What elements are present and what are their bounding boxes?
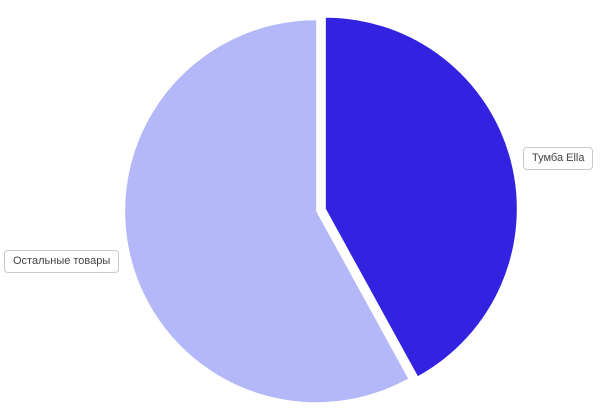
pie-slice-1[interactable] xyxy=(125,20,409,403)
pie-label-tumba-ella: Тумба Ella xyxy=(523,147,594,170)
pie-label-ostalnye-tovary: Остальные товары xyxy=(4,250,120,273)
pie-slice-0[interactable] xyxy=(325,17,517,377)
